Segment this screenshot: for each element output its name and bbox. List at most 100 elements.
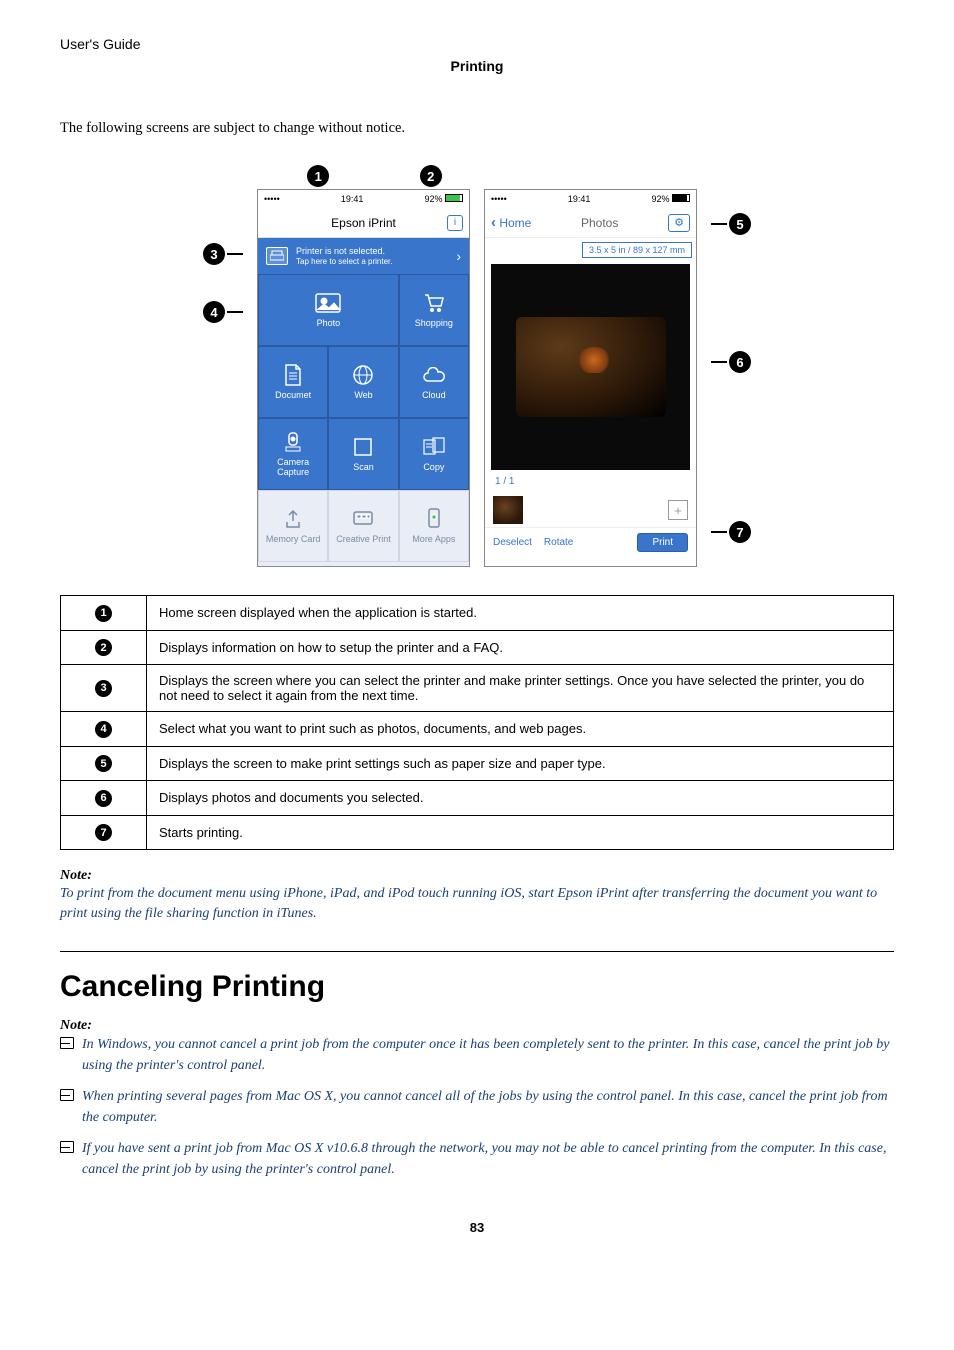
document-icon	[279, 364, 307, 386]
tile-label: Documet	[275, 390, 311, 400]
photo-icon	[314, 292, 342, 314]
copy-icon	[420, 436, 448, 458]
scan-icon	[349, 436, 377, 458]
tile-document[interactable]: Documet	[258, 346, 328, 418]
row-badge: 2	[95, 639, 112, 656]
photo-preview[interactable]	[491, 264, 690, 470]
bullet-icon	[60, 1037, 74, 1049]
phone1-col: 1 2 ••••• 19:41 92% Epson iPrint i Print…	[257, 163, 470, 567]
note1-body: To print from the document menu using iP…	[60, 884, 894, 925]
carrier: •••••	[491, 194, 507, 204]
canceling-heading: Canceling Printing	[60, 951, 894, 1004]
page-counter: 1 / 1	[495, 476, 686, 487]
row-badge: 3	[95, 680, 112, 697]
section-title: Printing	[60, 58, 894, 74]
callout-4: 4	[203, 301, 225, 323]
note2-head: Note:	[60, 1018, 894, 1034]
row-text: Displays the screen where you can select…	[147, 665, 894, 712]
bullet-icon	[60, 1089, 74, 1101]
page-number: 83	[60, 1220, 894, 1235]
paper-size-badge[interactable]: 3.5 x 5 in / 89 x 127 mm	[582, 242, 692, 258]
info-icon[interactable]: i	[447, 215, 463, 231]
table-row: 1 Home screen displayed when the applicat…	[61, 596, 894, 631]
tile-label: Memory Card	[266, 534, 321, 544]
tile-camera[interactable]: Camera Capture	[258, 418, 328, 490]
tile-label: Camera Capture	[261, 457, 325, 477]
figure: 3 4 1 2 ••••• 19:41 92% Epson iPrint i	[60, 163, 894, 567]
tile-label: Photo	[317, 318, 341, 328]
tile-grid: Photo Shopping Documet Web Cloud	[258, 274, 469, 562]
phone1: ••••• 19:41 92% Epson iPrint i Printer i…	[257, 189, 470, 567]
back-home[interactable]: ‹ Home	[491, 214, 531, 231]
more-icon	[420, 508, 448, 530]
battery-icon	[672, 194, 690, 202]
table-row: 5Displays the screen to make print setti…	[61, 746, 894, 781]
row-text: Displays information on how to setup the…	[147, 630, 894, 665]
row-text: Displays photos and documents you select…	[147, 781, 894, 816]
callout-2: 2	[420, 165, 442, 187]
intro-text: The following screens are subject to cha…	[60, 120, 894, 137]
tile-label: Scan	[353, 462, 374, 472]
upload-icon	[279, 508, 307, 530]
tile-label: Copy	[423, 462, 444, 472]
note2-list: In Windows, you cannot cancel a print jo…	[60, 1034, 894, 1180]
print-button[interactable]: Print	[637, 533, 688, 552]
phone2-col: ••••• 19:41 92% ‹ Home Photos ⚙ 3.5 x 5 …	[484, 163, 697, 567]
carrier: •••••	[264, 194, 280, 204]
rotate-link[interactable]: Rotate	[544, 537, 573, 548]
deselect-link[interactable]: Deselect	[493, 537, 532, 548]
phone2-statusbar: ••••• 19:41 92%	[485, 190, 696, 208]
tile-memory[interactable]: Memory Card	[258, 490, 328, 562]
app-title: Epson iPrint	[331, 216, 396, 230]
printer-line1: Printer is not selected.	[296, 246, 393, 257]
phone2-bottombar: Deselect Rotate Print	[485, 527, 696, 557]
row-text: Home screen displayed when the applicati…	[147, 596, 894, 631]
row-text: Select what you want to print such as ph…	[147, 712, 894, 747]
tile-more[interactable]: More Apps	[399, 490, 469, 562]
table-row: 7Starts printing.	[61, 815, 894, 850]
printer-select-bar[interactable]: Printer is not selected. Tap here to sel…	[258, 238, 469, 274]
tile-label: More Apps	[412, 534, 455, 544]
battery-group: 92%	[651, 194, 690, 204]
creative-icon	[349, 508, 377, 530]
battery-icon	[445, 194, 463, 202]
camera-icon	[279, 431, 307, 453]
cloud-icon	[420, 364, 448, 386]
row-badge: 6	[95, 790, 112, 807]
phone2-navbar: ‹ Home Photos ⚙	[485, 208, 696, 238]
list-item: In Windows, you cannot cancel a print jo…	[60, 1034, 894, 1076]
thumbnail-row: +	[485, 493, 696, 527]
tile-photo[interactable]: Photo	[258, 274, 399, 346]
tile-cloud[interactable]: Cloud	[399, 346, 469, 418]
gear-icon[interactable]: ⚙	[668, 214, 690, 232]
chevron-right-icon: ›	[456, 248, 461, 265]
tile-label: Web	[354, 390, 372, 400]
tile-scan[interactable]: Scan	[328, 418, 398, 490]
add-button[interactable]: +	[668, 500, 688, 520]
tile-label: Creative Print	[336, 534, 391, 544]
list-item: When printing several pages from Mac OS …	[60, 1086, 894, 1128]
item-text: If you have sent a print job from Mac OS…	[82, 1138, 894, 1180]
tile-web[interactable]: Web	[328, 346, 398, 418]
printer-icon	[266, 247, 288, 265]
battery-group: 92%	[424, 194, 463, 204]
callout-5: 5	[729, 213, 751, 235]
tile-copy[interactable]: Copy	[399, 418, 469, 490]
time: 19:41	[341, 194, 364, 204]
phone1-statusbar: ••••• 19:41 92%	[258, 190, 469, 208]
phone2: ••••• 19:41 92% ‹ Home Photos ⚙ 3.5 x 5 …	[484, 189, 697, 567]
phone1-navbar: Epson iPrint i	[258, 208, 469, 238]
printer-text: Printer is not selected. Tap here to sel…	[296, 246, 393, 266]
row-badge: 1	[95, 605, 112, 622]
item-text: In Windows, you cannot cancel a print jo…	[82, 1034, 894, 1076]
table-row: 6 Displays photos and documents you selec…	[61, 781, 894, 816]
globe-icon	[349, 364, 377, 386]
battery-pct: 92%	[424, 194, 442, 204]
callout-3: 3	[203, 243, 225, 265]
thumbnail[interactable]	[493, 496, 523, 524]
tile-shopping[interactable]: Shopping	[399, 274, 469, 346]
tile-creative[interactable]: Creative Print	[328, 490, 398, 562]
printer-line2: Tap here to select a printer.	[296, 257, 393, 267]
callout-table: 1 Home screen displayed when the applicat…	[60, 595, 894, 850]
note1-head: Note:	[60, 868, 894, 884]
